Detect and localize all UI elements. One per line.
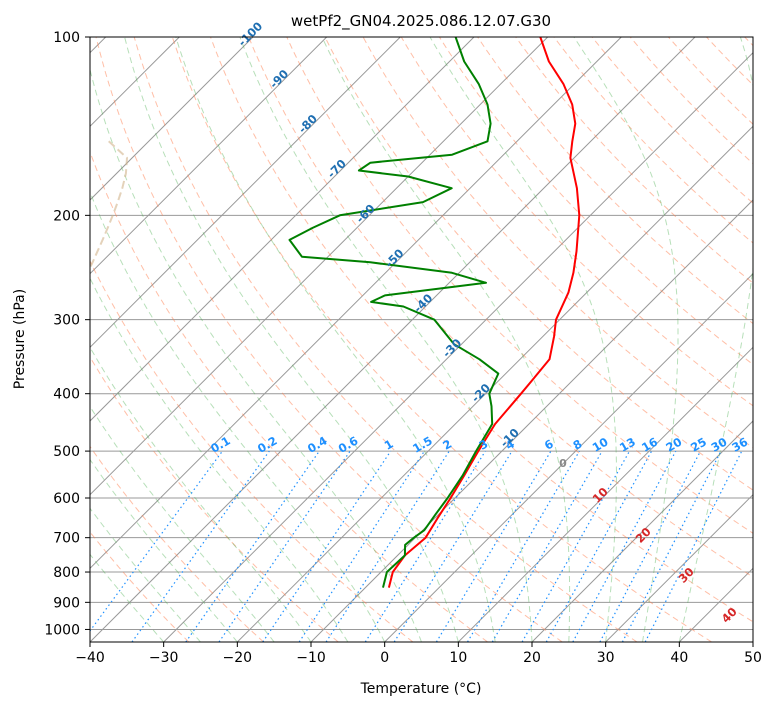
x-tick-label: 50 [744,650,762,666]
x-tick-label: 30 [597,650,615,666]
zero-label: 0 [559,457,567,470]
x-axis-label: Temperature (°C) [360,681,482,697]
y-axis-label: Pressure (hPa) [12,289,28,389]
y-tick-label: 200 [53,208,80,224]
y-tick-label: 400 [53,387,80,403]
y-tick-label: 700 [53,531,80,547]
x-tick-label: 0 [380,650,389,666]
x-tick-label: −10 [296,650,326,666]
x-tick-label: 20 [523,650,541,666]
y-tick-label: 800 [53,565,80,581]
x-tick-label: −30 [149,650,179,666]
chart-title: wetPf2_GN04.2025.086.12.07.G30 [291,12,551,31]
x-tick-label: 40 [670,650,688,666]
x-tick-label: 10 [449,650,467,666]
x-tick-label: −40 [75,650,105,666]
y-tick-label: 1000 [44,622,80,638]
y-tick-label: 500 [53,444,80,460]
y-tick-label: 600 [53,491,80,507]
x-tick-label: −20 [223,650,253,666]
y-tick-label: 300 [53,313,80,329]
y-tick-label: 100 [53,30,80,46]
y-tick-label: 900 [53,595,80,611]
